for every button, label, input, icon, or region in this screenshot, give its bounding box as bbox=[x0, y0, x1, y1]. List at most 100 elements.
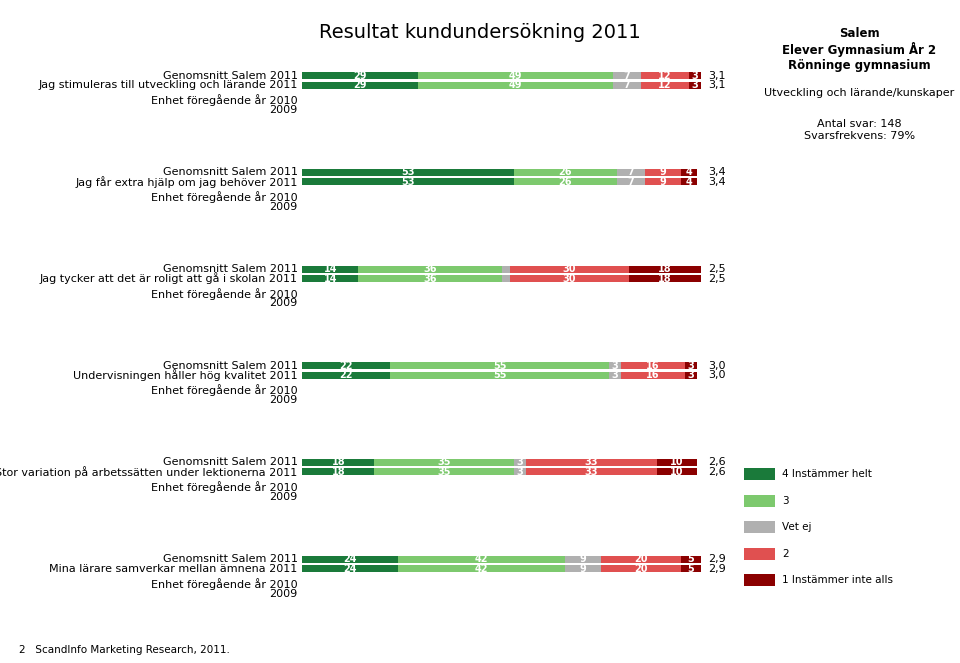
Bar bbox=[302, 565, 398, 572]
Text: 22: 22 bbox=[340, 361, 353, 371]
Text: 4: 4 bbox=[685, 177, 692, 187]
Text: 2,9: 2,9 bbox=[708, 564, 726, 573]
Text: 53: 53 bbox=[401, 177, 415, 187]
Bar bbox=[684, 362, 697, 369]
Bar bbox=[302, 178, 514, 185]
Bar bbox=[358, 275, 501, 282]
Bar bbox=[629, 266, 701, 272]
Text: 2,6: 2,6 bbox=[708, 457, 726, 467]
Bar bbox=[390, 372, 610, 379]
Text: 2009: 2009 bbox=[270, 395, 298, 405]
Bar bbox=[374, 459, 514, 466]
Text: 3,1: 3,1 bbox=[708, 80, 726, 90]
Bar bbox=[418, 82, 613, 89]
Text: 9: 9 bbox=[580, 564, 587, 573]
Text: Resultat kundundersökning 2011: Resultat kundundersökning 2011 bbox=[319, 23, 641, 42]
Text: 3: 3 bbox=[782, 495, 789, 506]
Bar bbox=[514, 459, 525, 466]
Text: Jag stimuleras till utveckling och lärande 2011: Jag stimuleras till utveckling och läran… bbox=[38, 80, 298, 90]
Text: 29: 29 bbox=[353, 71, 367, 81]
Text: 3: 3 bbox=[687, 361, 694, 371]
Bar bbox=[501, 266, 510, 272]
Bar bbox=[374, 469, 514, 475]
Bar bbox=[689, 82, 701, 89]
Bar bbox=[641, 72, 689, 79]
Text: 3: 3 bbox=[516, 457, 523, 467]
Bar bbox=[617, 169, 645, 176]
Text: 49: 49 bbox=[509, 80, 522, 90]
Bar bbox=[302, 556, 398, 563]
Bar bbox=[302, 362, 390, 369]
Bar bbox=[525, 459, 657, 466]
Bar bbox=[645, 178, 681, 185]
Bar bbox=[398, 556, 565, 563]
Text: 16: 16 bbox=[646, 361, 660, 371]
Text: 36: 36 bbox=[423, 264, 437, 274]
Text: 10: 10 bbox=[670, 457, 684, 467]
Text: 18: 18 bbox=[659, 274, 672, 284]
Bar bbox=[601, 556, 681, 563]
Text: Enhet föregående år 2010: Enhet föregående år 2010 bbox=[151, 288, 298, 300]
Bar bbox=[645, 169, 681, 176]
Text: 18: 18 bbox=[331, 467, 345, 477]
Text: 3: 3 bbox=[612, 370, 618, 380]
Text: 7: 7 bbox=[628, 167, 635, 178]
Text: 1 Instämmer inte alls: 1 Instämmer inte alls bbox=[782, 575, 894, 585]
Text: 3: 3 bbox=[691, 80, 698, 90]
Text: Genomsnitt Salem 2011: Genomsnitt Salem 2011 bbox=[162, 457, 298, 467]
Bar bbox=[684, 372, 697, 379]
Bar bbox=[610, 362, 621, 369]
Text: Salem
Elever Gymnasium År 2
Rönninge gymnasium: Salem Elever Gymnasium År 2 Rönninge gym… bbox=[782, 27, 936, 72]
Bar bbox=[681, 169, 697, 176]
Text: 33: 33 bbox=[585, 457, 598, 467]
Text: 5: 5 bbox=[687, 564, 694, 573]
Text: 24: 24 bbox=[344, 564, 357, 573]
Text: 3,4: 3,4 bbox=[708, 177, 726, 187]
Bar bbox=[510, 266, 629, 272]
Bar bbox=[681, 565, 701, 572]
Text: 42: 42 bbox=[475, 564, 489, 573]
Text: 42: 42 bbox=[475, 554, 489, 564]
Text: 2,9: 2,9 bbox=[708, 554, 726, 564]
Text: 10: 10 bbox=[670, 467, 684, 477]
Text: 55: 55 bbox=[492, 361, 506, 371]
Bar bbox=[641, 82, 689, 89]
Text: 3: 3 bbox=[687, 370, 694, 380]
Bar bbox=[681, 556, 701, 563]
Text: 2,5: 2,5 bbox=[708, 274, 726, 284]
Text: 18: 18 bbox=[659, 264, 672, 274]
Bar bbox=[681, 178, 697, 185]
Text: 2009: 2009 bbox=[270, 105, 298, 115]
Text: 2,5: 2,5 bbox=[708, 264, 726, 274]
Bar bbox=[302, 275, 358, 282]
Text: 30: 30 bbox=[563, 274, 576, 284]
Bar bbox=[565, 565, 601, 572]
Bar bbox=[302, 469, 374, 475]
Text: 2009: 2009 bbox=[270, 589, 298, 599]
Text: 9: 9 bbox=[580, 554, 587, 564]
Text: 26: 26 bbox=[559, 167, 572, 178]
Text: 14: 14 bbox=[324, 274, 337, 284]
Bar bbox=[514, 469, 525, 475]
Text: Enhet föregående år 2010: Enhet föregående år 2010 bbox=[151, 481, 298, 493]
Bar bbox=[657, 459, 697, 466]
Text: 9: 9 bbox=[660, 167, 666, 178]
Text: Utveckling och lärande/kunskaper: Utveckling och lärande/kunskaper bbox=[764, 88, 954, 97]
Bar bbox=[302, 82, 418, 89]
Text: 55: 55 bbox=[492, 370, 506, 380]
Text: Genomsnitt Salem 2011: Genomsnitt Salem 2011 bbox=[162, 264, 298, 274]
Text: 2009: 2009 bbox=[270, 298, 298, 308]
Bar bbox=[302, 72, 418, 79]
Bar bbox=[398, 565, 565, 572]
Text: 12: 12 bbox=[659, 71, 672, 81]
Text: 18: 18 bbox=[331, 457, 345, 467]
Text: 14: 14 bbox=[324, 264, 337, 274]
Text: Stor variation på arbetssätten under lektionerna 2011: Stor variation på arbetssätten under lek… bbox=[0, 466, 298, 478]
Bar bbox=[514, 178, 617, 185]
Text: 4: 4 bbox=[685, 167, 692, 178]
Bar bbox=[621, 362, 684, 369]
Text: 53: 53 bbox=[401, 167, 415, 178]
Text: 30: 30 bbox=[563, 264, 576, 274]
Text: 3,0: 3,0 bbox=[708, 370, 726, 380]
Text: Enhet föregående år 2010: Enhet föregående år 2010 bbox=[151, 385, 298, 396]
